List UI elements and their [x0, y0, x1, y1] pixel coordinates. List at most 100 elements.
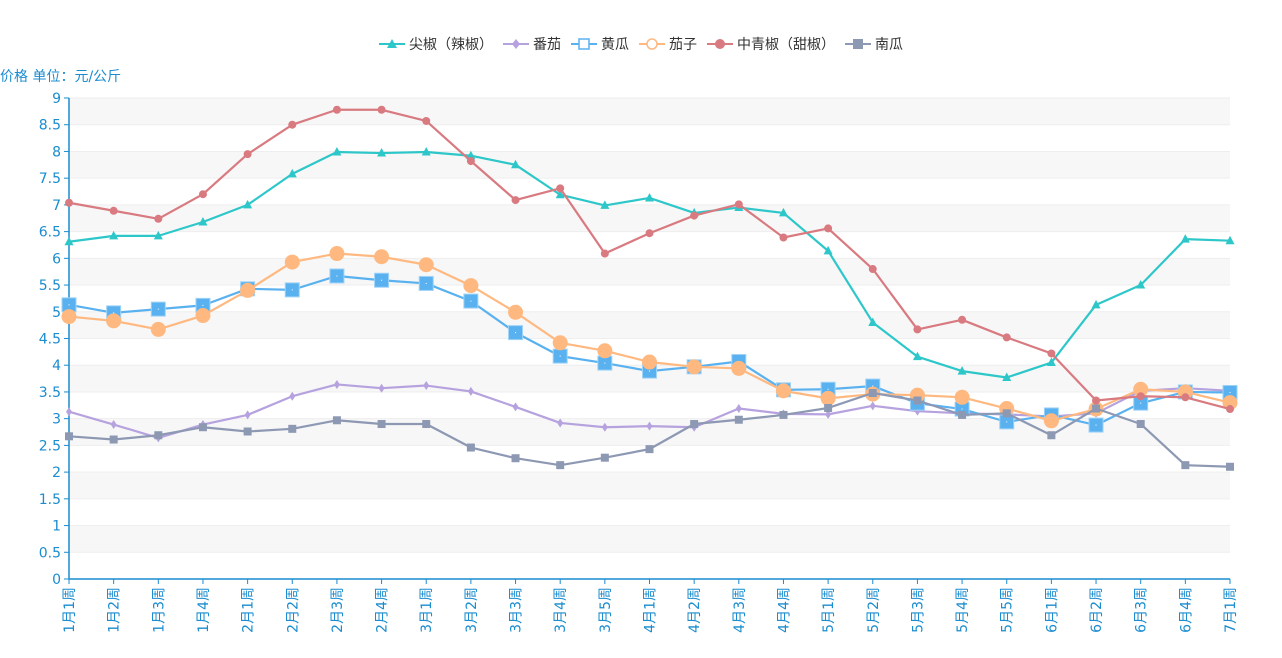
- data-point[interactable]: [512, 402, 519, 412]
- data-point[interactable]: [1226, 462, 1234, 471]
- data-point[interactable]: [422, 420, 431, 429]
- data-point[interactable]: [374, 249, 390, 265]
- data-point[interactable]: [421, 146, 431, 156]
- data-point[interactable]: [332, 416, 341, 425]
- data-point[interactable]: [1136, 392, 1145, 401]
- data-point[interactable]: [552, 335, 568, 351]
- data-point[interactable]: [1002, 333, 1011, 342]
- data-point[interactable]: [958, 410, 967, 419]
- data-point[interactable]: [418, 257, 434, 273]
- data-point[interactable]: [824, 224, 833, 233]
- legend-item[interactable]: 茄子: [639, 34, 697, 54]
- data-point[interactable]: [868, 317, 878, 326]
- data-point[interactable]: [869, 401, 876, 411]
- data-point[interactable]: [557, 418, 564, 428]
- data-point[interactable]: [778, 207, 788, 217]
- data-point[interactable]: [61, 309, 77, 325]
- data-point[interactable]: [244, 410, 251, 420]
- data-point[interactable]: [1002, 409, 1011, 418]
- data-point[interactable]: [466, 443, 475, 452]
- data-point[interactable]: [646, 421, 653, 431]
- legend-item[interactable]: 中青椒（甜椒）: [707, 34, 835, 54]
- data-point[interactable]: [377, 148, 387, 157]
- data-point[interactable]: [64, 236, 74, 246]
- data-point[interactable]: [868, 389, 877, 398]
- data-point[interactable]: [240, 282, 256, 298]
- data-point[interactable]: [511, 196, 520, 205]
- data-point[interactable]: [508, 304, 524, 320]
- data-point[interactable]: [1136, 420, 1145, 429]
- data-point[interactable]: [645, 229, 654, 238]
- data-point[interactable]: [556, 461, 565, 470]
- data-point[interactable]: [600, 200, 610, 209]
- data-point[interactable]: [1181, 461, 1190, 470]
- data-point[interactable]: [511, 454, 520, 463]
- data-point[interactable]: [1047, 431, 1056, 440]
- data-point[interactable]: [466, 157, 475, 166]
- data-point[interactable]: [597, 343, 613, 359]
- data-point[interactable]: [332, 146, 342, 156]
- data-point[interactable]: [1226, 405, 1234, 414]
- data-point[interactable]: [775, 383, 791, 399]
- data-point[interactable]: [824, 403, 833, 412]
- data-point[interactable]: [106, 313, 122, 329]
- data-point[interactable]: [289, 391, 296, 401]
- data-point[interactable]: [686, 359, 702, 375]
- data-point[interactable]: [198, 216, 208, 226]
- data-point[interactable]: [284, 254, 300, 270]
- data-point[interactable]: [150, 321, 166, 337]
- data-point[interactable]: [154, 214, 163, 223]
- data-point[interactable]: [734, 200, 743, 209]
- data-point[interactable]: [735, 404, 742, 414]
- data-point[interactable]: [820, 390, 836, 406]
- data-point[interactable]: [601, 422, 608, 432]
- data-point[interactable]: [1133, 381, 1149, 397]
- data-point[interactable]: [1181, 393, 1190, 402]
- data-point[interactable]: [110, 420, 117, 430]
- data-point[interactable]: [422, 116, 431, 125]
- data-point[interactable]: [377, 420, 386, 429]
- data-point[interactable]: [868, 265, 877, 274]
- data-point[interactable]: [912, 351, 922, 361]
- data-point[interactable]: [198, 423, 207, 432]
- data-point[interactable]: [642, 354, 657, 370]
- data-point[interactable]: [243, 199, 253, 209]
- data-point[interactable]: [153, 230, 163, 240]
- data-point[interactable]: [823, 245, 833, 255]
- data-point[interactable]: [423, 381, 430, 391]
- data-point[interactable]: [243, 427, 252, 436]
- data-point[interactable]: [109, 206, 118, 215]
- data-point[interactable]: [378, 383, 385, 393]
- data-point[interactable]: [66, 407, 72, 417]
- data-point[interactable]: [463, 278, 479, 294]
- data-point[interactable]: [65, 432, 73, 441]
- data-point[interactable]: [555, 189, 565, 199]
- data-point[interactable]: [288, 424, 297, 433]
- data-point[interactable]: [1092, 404, 1101, 413]
- data-point[interactable]: [287, 168, 297, 178]
- data-point[interactable]: [1225, 235, 1235, 245]
- data-point[interactable]: [913, 325, 922, 334]
- legend-item[interactable]: 南瓜: [845, 34, 903, 54]
- data-point[interactable]: [466, 150, 476, 160]
- data-point[interactable]: [1136, 280, 1146, 289]
- data-point[interactable]: [600, 453, 609, 462]
- data-point[interactable]: [198, 190, 207, 199]
- data-point[interactable]: [1180, 234, 1190, 243]
- data-point[interactable]: [288, 120, 297, 129]
- legend-item[interactable]: 尖椒（辣椒）: [379, 34, 493, 54]
- data-point[interactable]: [1047, 349, 1056, 358]
- data-point[interactable]: [511, 159, 521, 169]
- data-point[interactable]: [1002, 372, 1012, 382]
- data-point[interactable]: [65, 198, 73, 207]
- data-point[interactable]: [109, 435, 118, 444]
- data-point[interactable]: [731, 360, 747, 376]
- data-point[interactable]: [333, 379, 340, 389]
- data-point[interactable]: [600, 249, 609, 258]
- data-point[interactable]: [645, 445, 654, 454]
- data-point[interactable]: [825, 409, 832, 419]
- data-point[interactable]: [1091, 299, 1101, 309]
- data-point[interactable]: [1177, 384, 1193, 400]
- data-point[interactable]: [954, 389, 970, 405]
- data-point[interactable]: [958, 315, 967, 324]
